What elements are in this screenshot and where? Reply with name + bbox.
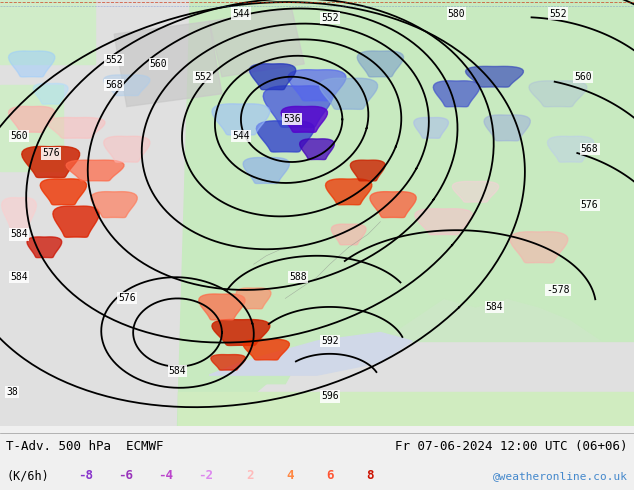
- Text: (K/6h): (K/6h): [6, 469, 49, 483]
- Polygon shape: [433, 81, 479, 107]
- Text: 8: 8: [366, 469, 374, 483]
- Text: 576: 576: [42, 148, 60, 158]
- Polygon shape: [320, 78, 378, 109]
- Polygon shape: [256, 121, 314, 152]
- Polygon shape: [8, 51, 55, 77]
- Polygon shape: [209, 8, 304, 77]
- Text: Fr 07-06-2024 12:00 UTC (06+06): Fr 07-06-2024 12:00 UTC (06+06): [395, 441, 628, 453]
- Polygon shape: [547, 136, 593, 162]
- Polygon shape: [40, 179, 86, 205]
- Text: 6: 6: [327, 469, 334, 483]
- Text: 596: 596: [321, 392, 339, 401]
- Polygon shape: [66, 160, 124, 181]
- Polygon shape: [209, 333, 412, 375]
- Polygon shape: [415, 209, 473, 235]
- Text: 588: 588: [289, 272, 307, 282]
- Text: -2: -2: [198, 469, 213, 483]
- Polygon shape: [370, 192, 416, 218]
- Polygon shape: [212, 319, 270, 345]
- Polygon shape: [22, 147, 80, 177]
- Text: 4: 4: [287, 469, 294, 483]
- Text: T-Adv. 500 hPa  ECMWF: T-Adv. 500 hPa ECMWF: [6, 441, 164, 453]
- Text: 560: 560: [150, 59, 167, 69]
- Polygon shape: [288, 70, 346, 101]
- Polygon shape: [178, 392, 634, 426]
- Polygon shape: [0, 426, 634, 490]
- Polygon shape: [332, 224, 366, 245]
- Polygon shape: [243, 158, 289, 183]
- Text: -8: -8: [78, 469, 93, 483]
- Text: 544: 544: [232, 8, 250, 19]
- Polygon shape: [103, 75, 150, 96]
- Text: 576: 576: [118, 294, 136, 303]
- Polygon shape: [281, 106, 327, 132]
- Polygon shape: [325, 179, 372, 205]
- Text: 584: 584: [10, 229, 28, 240]
- Polygon shape: [2, 197, 36, 229]
- Text: 568: 568: [105, 80, 123, 90]
- Polygon shape: [103, 136, 150, 162]
- Polygon shape: [190, 64, 241, 120]
- Text: 560: 560: [574, 72, 592, 82]
- Polygon shape: [529, 81, 587, 107]
- Text: 2: 2: [247, 469, 254, 483]
- Polygon shape: [484, 115, 530, 141]
- Polygon shape: [236, 288, 271, 309]
- Text: 584: 584: [169, 366, 186, 376]
- Polygon shape: [0, 0, 634, 426]
- Text: 544: 544: [232, 131, 250, 142]
- Polygon shape: [27, 237, 61, 258]
- Polygon shape: [263, 86, 333, 127]
- Text: 552: 552: [549, 8, 567, 19]
- Polygon shape: [349, 171, 634, 341]
- Text: 584: 584: [10, 272, 28, 282]
- Text: 568: 568: [581, 144, 598, 154]
- Polygon shape: [212, 104, 270, 135]
- Text: -6: -6: [118, 469, 133, 483]
- Text: 576: 576: [581, 199, 598, 210]
- Text: -578: -578: [546, 285, 570, 295]
- Text: 552: 552: [321, 13, 339, 23]
- Polygon shape: [34, 83, 68, 104]
- Polygon shape: [211, 355, 245, 370]
- Polygon shape: [465, 66, 524, 87]
- Polygon shape: [114, 21, 222, 106]
- Polygon shape: [178, 0, 634, 426]
- Polygon shape: [300, 139, 334, 160]
- Polygon shape: [351, 160, 385, 181]
- Polygon shape: [414, 118, 448, 138]
- Polygon shape: [266, 34, 444, 192]
- Polygon shape: [510, 232, 568, 263]
- Text: 536: 536: [283, 114, 301, 124]
- Text: 592: 592: [321, 336, 339, 346]
- Text: 552: 552: [194, 72, 212, 82]
- Text: -4: -4: [158, 469, 173, 483]
- Text: 580: 580: [448, 8, 465, 19]
- Polygon shape: [47, 118, 105, 138]
- Polygon shape: [243, 339, 289, 360]
- Text: 38: 38: [6, 387, 18, 397]
- Text: 560: 560: [10, 131, 28, 142]
- Polygon shape: [412, 0, 634, 213]
- Polygon shape: [198, 294, 245, 320]
- Polygon shape: [53, 206, 99, 237]
- Polygon shape: [452, 181, 498, 202]
- Polygon shape: [357, 51, 403, 77]
- Polygon shape: [0, 85, 63, 171]
- Text: @weatheronline.co.uk: @weatheronline.co.uk: [493, 471, 628, 481]
- Text: 584: 584: [486, 302, 503, 312]
- Polygon shape: [8, 106, 55, 132]
- Text: 552: 552: [105, 55, 123, 65]
- Polygon shape: [190, 307, 304, 384]
- Polygon shape: [249, 64, 295, 90]
- Polygon shape: [0, 0, 95, 64]
- Polygon shape: [91, 192, 137, 218]
